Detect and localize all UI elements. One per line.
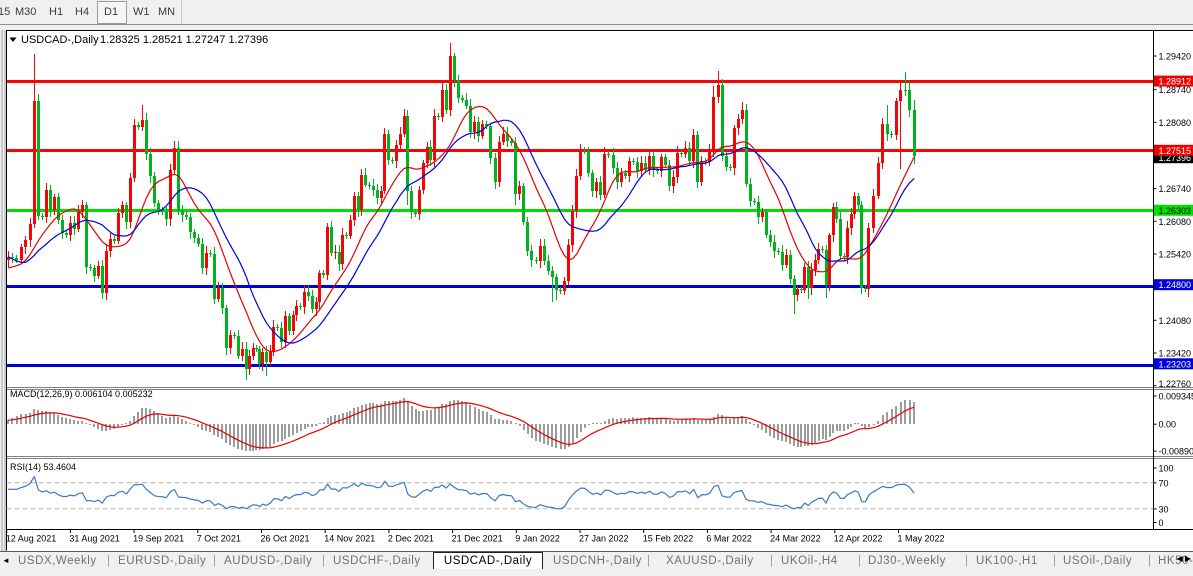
- svg-text:2 Dec 2021: 2 Dec 2021: [388, 534, 434, 544]
- svg-text:21 Dec 2021: 21 Dec 2021: [452, 534, 503, 544]
- svg-text:MACD(12,26,9) 0.006104 0.00523: MACD(12,26,9) 0.006104 0.005232: [10, 389, 153, 399]
- svg-text:15 Feb 2022: 15 Feb 2022: [643, 534, 694, 544]
- svg-text:1.28080: 1.28080: [1159, 118, 1192, 128]
- svg-text:1 May 2022: 1 May 2022: [898, 534, 945, 544]
- svg-text:24 Mar 2022: 24 Mar 2022: [770, 534, 821, 544]
- svg-text:30: 30: [1159, 504, 1169, 514]
- svg-text:26 Oct 2021: 26 Oct 2021: [261, 534, 310, 544]
- svg-text:12 Apr 2022: 12 Apr 2022: [834, 534, 883, 544]
- svg-text:6 Mar 2022: 6 Mar 2022: [706, 534, 752, 544]
- svg-text:1.22760: 1.22760: [1159, 379, 1192, 389]
- svg-text:70: 70: [1159, 478, 1169, 488]
- svg-text:1.26080: 1.26080: [1159, 217, 1192, 227]
- svg-text:USDCAD-,Daily: USDCAD-,Daily: [21, 34, 99, 46]
- svg-text:1.27515: 1.27515: [1159, 146, 1192, 156]
- svg-text:0: 0: [1159, 518, 1164, 528]
- svg-text:1.24080: 1.24080: [1159, 316, 1192, 326]
- svg-text:100: 100: [1159, 464, 1174, 474]
- svg-text:1.28740: 1.28740: [1159, 85, 1192, 95]
- svg-text:1.25420: 1.25420: [1159, 250, 1192, 260]
- svg-text:-0.00890: -0.00890: [1159, 447, 1193, 457]
- svg-text:1.26740: 1.26740: [1159, 184, 1192, 194]
- svg-text:7 Oct 2021: 7 Oct 2021: [197, 534, 241, 544]
- svg-text:RSI(14) 53.4604: RSI(14) 53.4604: [10, 462, 76, 472]
- svg-text:12 Aug 2021: 12 Aug 2021: [6, 534, 57, 544]
- svg-text:27 Jan 2022: 27 Jan 2022: [579, 534, 629, 544]
- svg-text:19 Sep 2021: 19 Sep 2021: [133, 534, 184, 544]
- svg-text:14 Nov 2021: 14 Nov 2021: [324, 534, 375, 544]
- svg-text:1.26303: 1.26303: [1159, 206, 1192, 216]
- svg-text:31 Aug 2021: 31 Aug 2021: [69, 534, 120, 544]
- svg-text:0.00: 0.00: [1159, 420, 1177, 430]
- svg-text:1.23203: 1.23203: [1159, 359, 1192, 369]
- svg-text:0.009345: 0.009345: [1159, 392, 1193, 402]
- svg-text:9 Jan 2022: 9 Jan 2022: [515, 534, 560, 544]
- svg-text:1.27396: 1.27396: [1159, 153, 1192, 163]
- svg-text:1.23420: 1.23420: [1159, 349, 1192, 359]
- svg-text:1.29420: 1.29420: [1159, 52, 1192, 62]
- svg-text:1.28912: 1.28912: [1159, 77, 1192, 87]
- svg-text:1.28325 1.28521 1.27247 1.2739: 1.28325 1.28521 1.27247 1.27396: [100, 34, 268, 46]
- svg-text:1.24800: 1.24800: [1159, 280, 1192, 290]
